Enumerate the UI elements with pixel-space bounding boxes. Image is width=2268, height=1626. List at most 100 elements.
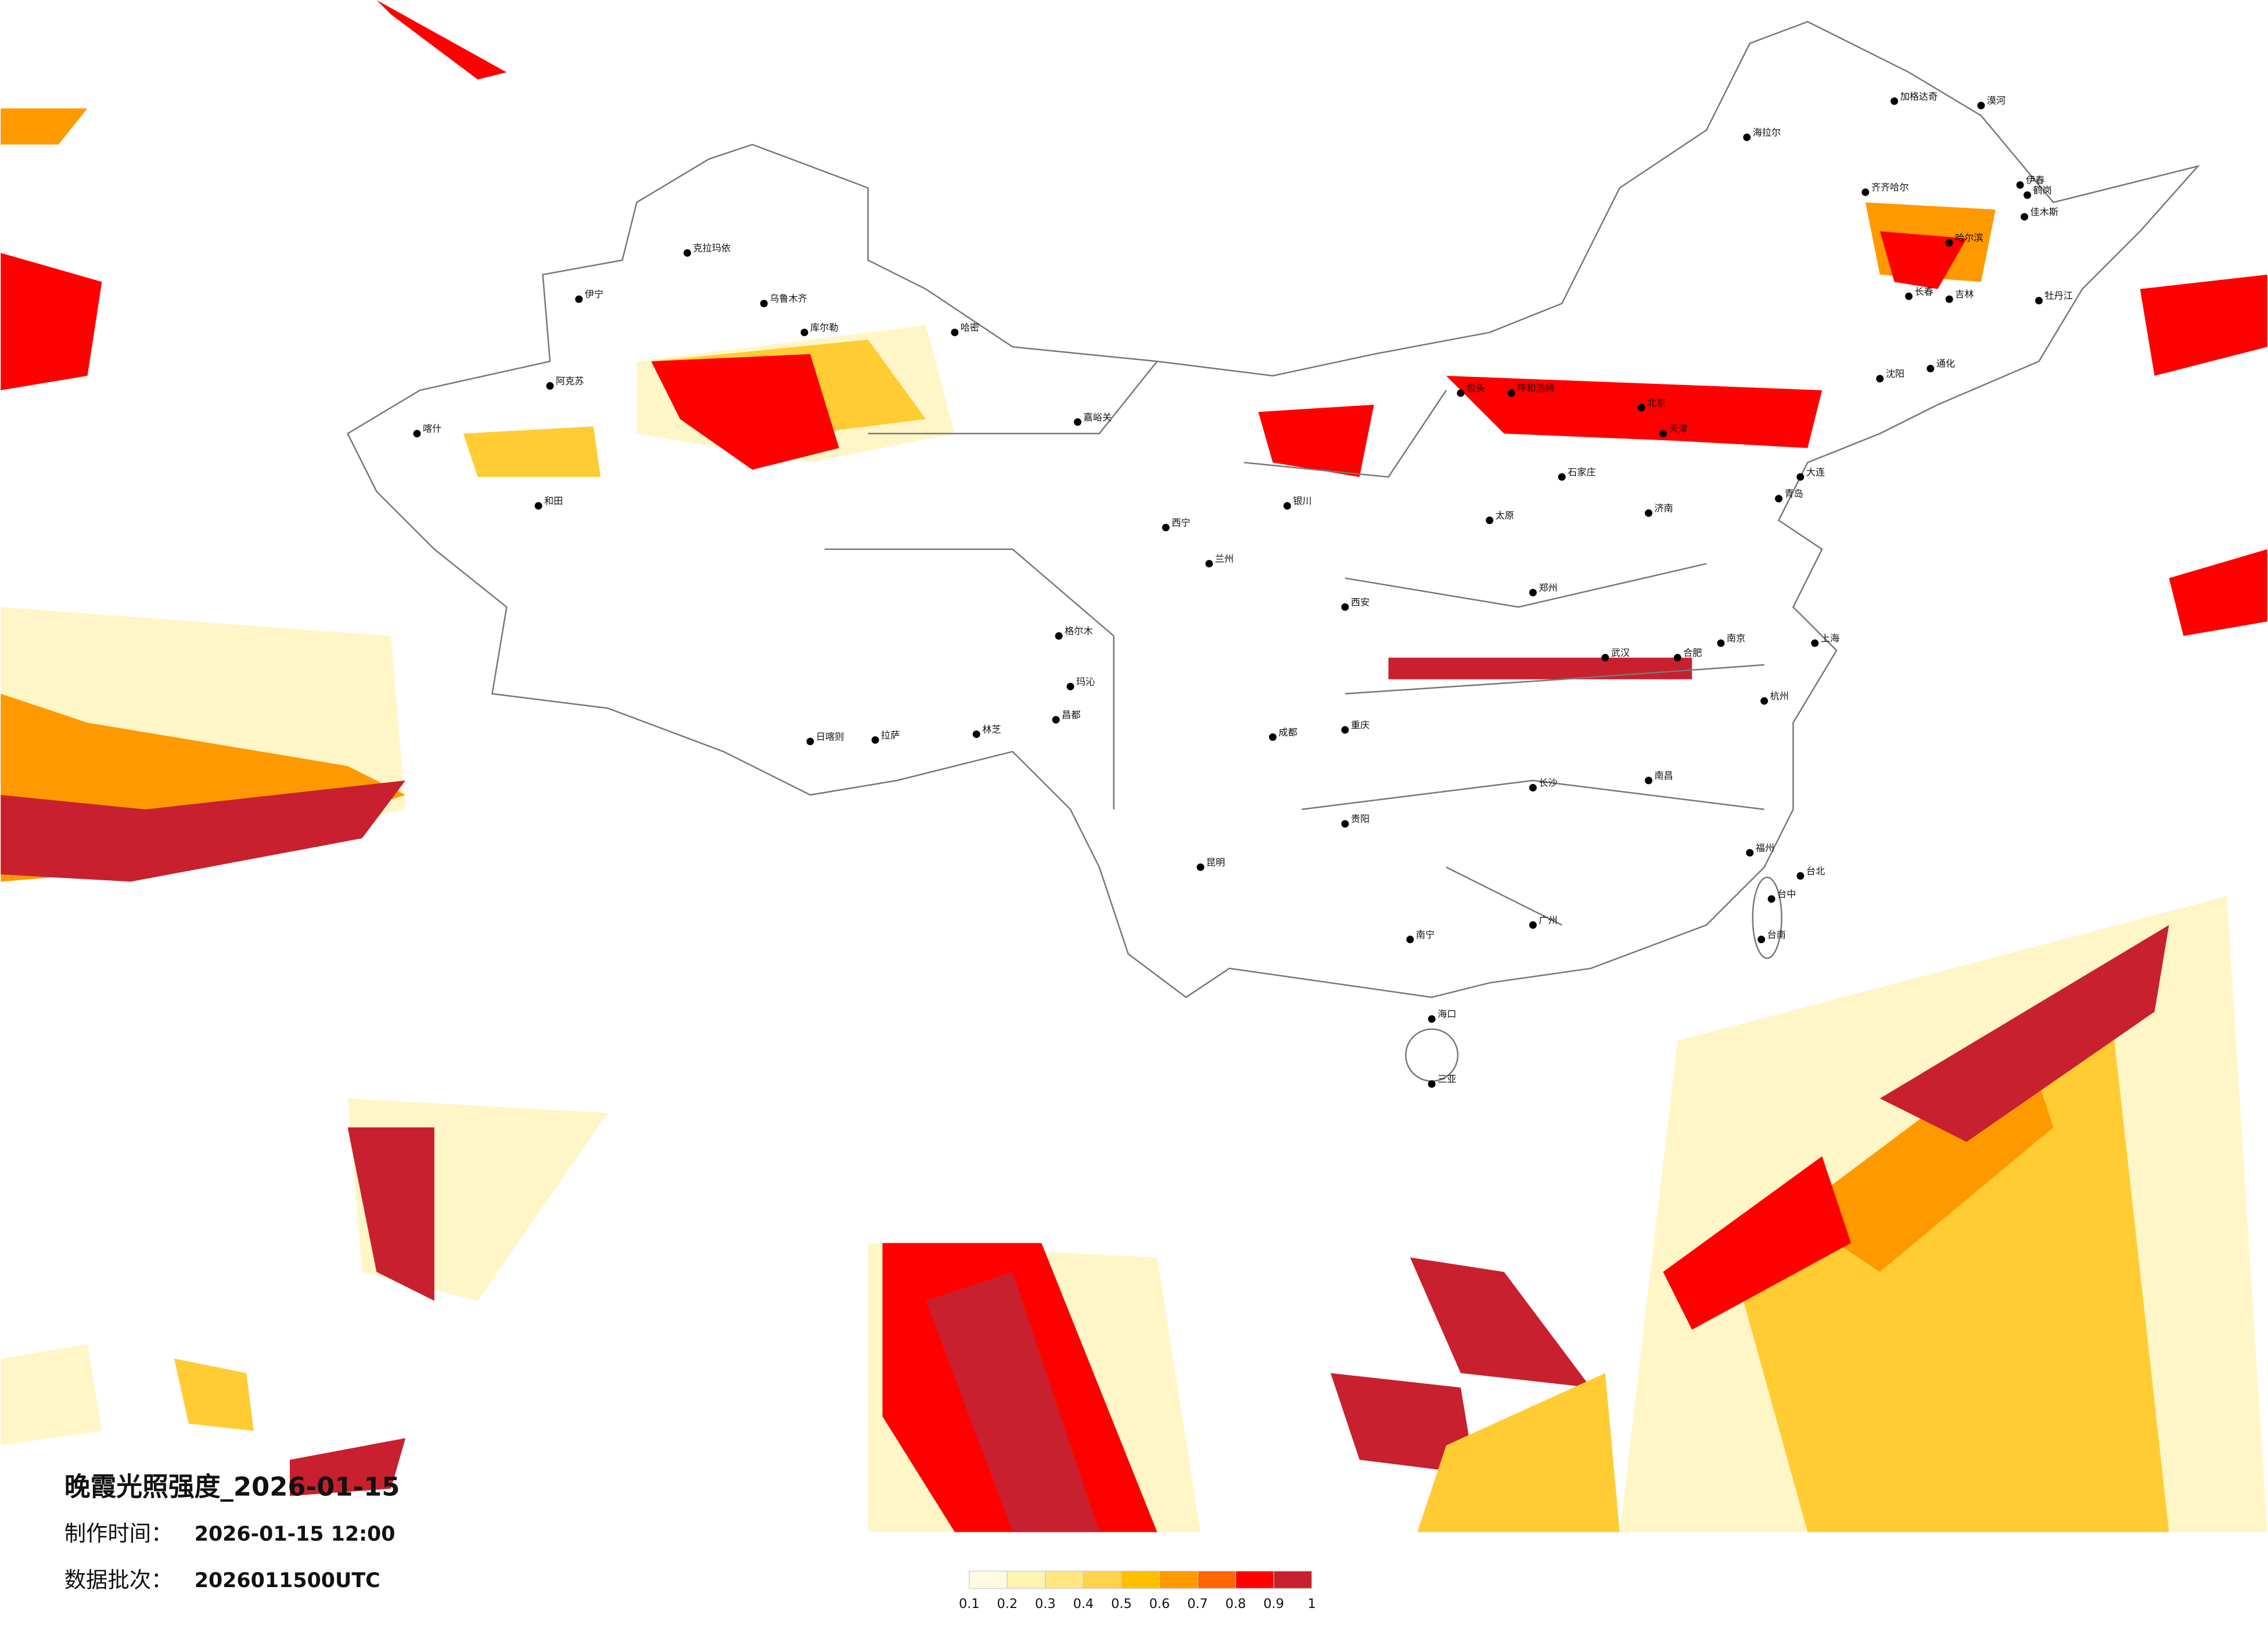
city-label: 哈密 <box>961 322 979 333</box>
legend-tick-label: 0.8 <box>1225 1596 1246 1611</box>
city-dot <box>1775 495 1783 503</box>
city-label: 长沙 <box>1539 777 1557 788</box>
city-dot <box>2021 213 2029 221</box>
city-dot <box>575 295 583 303</box>
city-dot <box>1861 188 1870 196</box>
heat-layer <box>1 0 2267 1533</box>
city-label: 库尔勒 <box>810 322 838 333</box>
city-label: 西安 <box>1351 596 1370 607</box>
city-label: 青岛 <box>1785 488 1803 499</box>
city-dot <box>1945 239 1953 247</box>
city-dot <box>1066 682 1074 690</box>
city-label: 南宁 <box>1416 929 1435 940</box>
legend-tick-label: 0.4 <box>1073 1596 1094 1611</box>
city-label: 日喀则 <box>816 731 844 742</box>
legend-swatch <box>1159 1570 1198 1589</box>
city-label: 南昌 <box>1655 770 1673 781</box>
info-label: 制作时间： <box>64 1521 173 1546</box>
city-dot <box>1529 921 1537 929</box>
city-label: 济南 <box>1655 503 1673 514</box>
city-dot <box>1796 872 1805 880</box>
city-dot <box>951 328 959 336</box>
city-dot <box>1341 820 1349 828</box>
city-dot <box>1196 863 1205 871</box>
city-label: 贵阳 <box>1351 814 1370 825</box>
borders <box>346 20 2200 1082</box>
legend-tick-label: 0.9 <box>1263 1596 1284 1611</box>
legend-tick-label: 0.3 <box>1035 1596 1056 1611</box>
city-label: 台北 <box>1806 865 1825 876</box>
city-dot <box>1073 418 1081 426</box>
info-value: 2026011500UTC <box>195 1569 380 1592</box>
city-dot <box>1486 516 1494 524</box>
city-label: 包头 <box>1467 383 1485 394</box>
city-label: 沈阳 <box>1886 368 1904 379</box>
city-dot <box>534 502 542 510</box>
legend-tick-label: 0.1 <box>959 1596 980 1611</box>
city-label: 海拉尔 <box>1753 127 1781 138</box>
city-dot <box>2016 181 2024 189</box>
city-dot <box>1637 404 1645 412</box>
city-label: 南京 <box>1727 633 1745 644</box>
city-label: 银川 <box>1293 495 1311 506</box>
city-label: 广州 <box>1539 915 1557 926</box>
city-label: 拉萨 <box>881 729 900 740</box>
city-label: 喀什 <box>423 423 441 434</box>
city-dot <box>806 738 814 746</box>
city-label: 鹤岗 <box>2033 185 2052 196</box>
city-dot <box>1760 697 1769 705</box>
info-value: 2026-01-15 12:00 <box>195 1523 396 1546</box>
city-label: 牡丹江 <box>2045 290 2073 301</box>
city-label: 太原 <box>1496 510 1514 521</box>
city-label: 林芝 <box>982 724 1001 735</box>
city-dot <box>546 382 554 390</box>
legend: 0.1 0.2 0.3 0.4 0.5 0.6 0.7 0.8 0.9 1 <box>959 1570 1316 1611</box>
legend-swatch <box>1235 1570 1274 1589</box>
city-label: 吉林 <box>1955 289 1974 300</box>
city-dot <box>1746 848 1754 857</box>
city-label: 玛沁 <box>1076 676 1095 687</box>
city-label: 西宁 <box>1171 517 1190 528</box>
city-label: 漠河 <box>1987 95 2005 106</box>
city-dot <box>972 730 980 738</box>
city-dot <box>1926 365 1935 373</box>
city-label: 成都 <box>1278 726 1297 738</box>
city-dot <box>871 736 879 744</box>
city-dot <box>1977 102 1985 110</box>
legend-swatch <box>969 1570 1008 1589</box>
city-dot <box>1659 430 1667 438</box>
city-dot <box>1890 97 1899 105</box>
legend-tick-label: 0.7 <box>1187 1596 1208 1611</box>
city-dot <box>1457 389 1465 397</box>
city-dot <box>1645 776 1653 785</box>
city-dot <box>1268 733 1277 741</box>
legend-swatch <box>1083 1570 1122 1589</box>
city-label: 台中 <box>1777 888 1796 900</box>
city-dot <box>800 328 808 336</box>
city-label: 和田 <box>544 495 563 506</box>
city-dot <box>760 300 768 308</box>
city-label: 台南 <box>1767 929 1786 940</box>
city-dot <box>1428 1080 1436 1088</box>
city-dot <box>1796 473 1805 481</box>
city-dot <box>1601 653 1609 661</box>
city-dot <box>1507 389 1515 397</box>
city-label: 格尔木 <box>1065 625 1092 636</box>
city-label: 嘉峪关 <box>1083 412 1111 423</box>
city-dot <box>1876 375 1884 383</box>
country-border <box>346 20 2200 998</box>
legend-swatch <box>1045 1570 1084 1589</box>
city-label: 石家庄 <box>1568 466 1595 477</box>
city-label: 杭州 <box>1770 690 1789 702</box>
city-dot <box>1529 588 1537 596</box>
map-title: 晚霞光照强度_2026-01-15 <box>64 1472 400 1502</box>
city-label: 上海 <box>1821 633 1839 644</box>
city-label: 合肥 <box>1683 647 1702 658</box>
legend-tick-label: 0.5 <box>1111 1596 1132 1611</box>
province-border <box>824 361 1764 926</box>
city-label: 呼和浩特 <box>1517 383 1555 394</box>
city-label: 昆明 <box>1206 857 1225 868</box>
legend-tick-label: 0.6 <box>1149 1596 1170 1611</box>
